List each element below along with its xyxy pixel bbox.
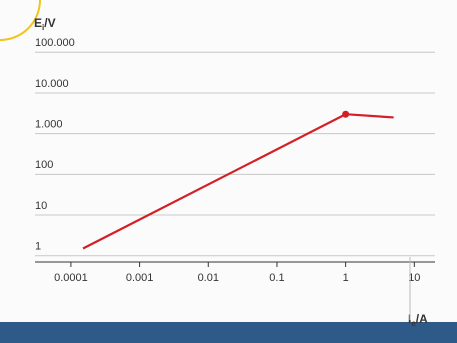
x-label-sub: e xyxy=(411,319,416,328)
y-tick-label: 10.000 xyxy=(35,78,69,90)
y-axis-label: Ei/V xyxy=(34,16,56,32)
y-tick-label: 100.000 xyxy=(35,37,75,49)
x-tick-label: 0.001 xyxy=(126,272,154,284)
y-label-unit: /V xyxy=(44,16,55,30)
y-tick-label: 10 xyxy=(35,200,47,212)
x-axis-label: Ie/A xyxy=(408,312,428,328)
y-tick-label: 1.000 xyxy=(35,119,63,131)
y-tick-label: 1 xyxy=(35,241,41,253)
x-tick-label: 0.0001 xyxy=(54,272,88,284)
x-tick-label: 1 xyxy=(343,272,349,284)
x-label-unit: /A xyxy=(416,312,428,326)
x-tick-label: 0.1 xyxy=(269,272,284,284)
y-label-sub: i xyxy=(42,23,44,32)
y-tick-label: 100 xyxy=(35,159,53,171)
x-tick-label: 10 xyxy=(408,272,420,284)
point xyxy=(342,110,350,118)
y-label-main: E xyxy=(34,16,42,30)
decoration xyxy=(0,0,41,41)
card xyxy=(0,0,457,322)
x-tick-label: 0.01 xyxy=(198,272,219,284)
